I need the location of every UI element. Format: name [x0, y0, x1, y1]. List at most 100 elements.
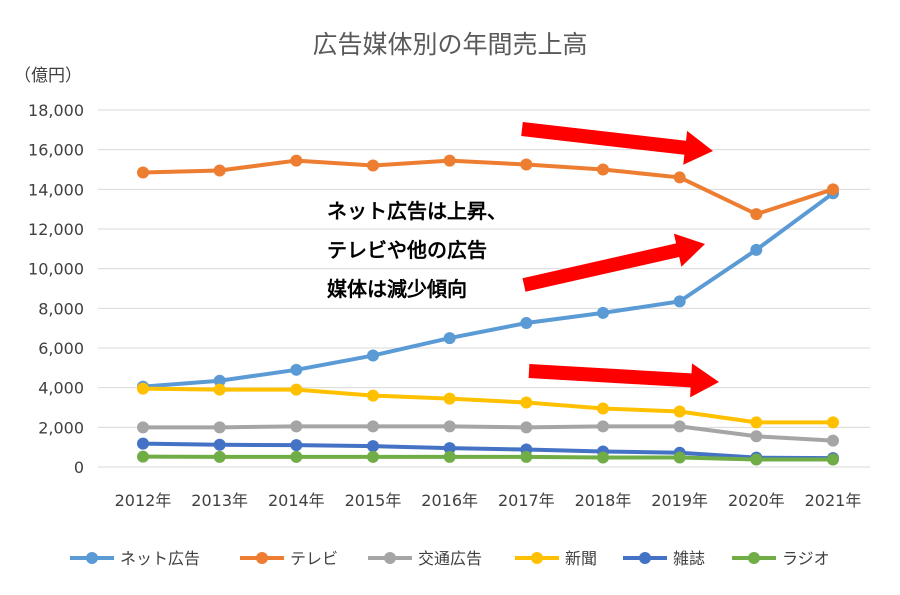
data-point — [597, 420, 609, 433]
data-point — [673, 295, 686, 308]
data-point — [520, 421, 533, 434]
x-tick-label: 2017年 — [498, 491, 555, 510]
legend-label: ラジオ — [782, 549, 830, 568]
series-line — [141, 424, 835, 443]
legend: ネット広告 テレビ 交通広告 新聞 雑誌 ラジオ — [70, 549, 830, 568]
data-point — [443, 450, 456, 463]
data-point — [290, 363, 303, 376]
data-point — [290, 154, 303, 167]
legend-marker — [748, 552, 760, 564]
legend-item: テレビ — [240, 549, 338, 568]
data-point — [137, 437, 149, 450]
x-tick-label: 2020年 — [728, 491, 785, 510]
data-point — [137, 166, 149, 179]
series-line — [141, 441, 835, 461]
legend-marker — [256, 552, 268, 564]
data-point — [597, 163, 609, 176]
data-point — [367, 420, 379, 433]
data-point — [213, 374, 226, 387]
annotation-line-1: ネット広告は上昇、 — [327, 199, 507, 223]
trend-arrows — [521, 122, 719, 398]
legend-label: ネット広告 — [120, 549, 200, 568]
annotation-text: ネット広告は上昇、 テレビや他の広告 媒体は減少傾向 — [327, 199, 507, 301]
x-tick-label: 2013年 — [191, 491, 248, 510]
data-point — [827, 453, 839, 466]
data-point — [827, 416, 839, 429]
data-point — [367, 389, 379, 402]
x-tick-label: 2012年 — [115, 491, 172, 510]
data-point — [673, 171, 686, 184]
series-line — [141, 454, 835, 462]
y-tick-label: 2,000 — [38, 418, 84, 437]
y-tick-label: 10,000 — [28, 260, 84, 279]
data-point — [213, 164, 226, 177]
data-point — [290, 450, 303, 463]
data-point — [673, 420, 686, 433]
data-point — [213, 421, 226, 434]
y-tick-label: 18,000 — [28, 101, 84, 120]
data-point — [520, 396, 533, 409]
y-tick-label: 16,000 — [28, 141, 84, 160]
data-point — [673, 405, 686, 418]
data-point — [213, 450, 226, 463]
data-point — [520, 158, 533, 171]
data-point — [750, 243, 763, 256]
x-tick-label: 2015年 — [345, 491, 402, 510]
trend-arrow — [522, 233, 705, 292]
data-point — [213, 438, 226, 451]
legend-label: 雑誌 — [673, 549, 705, 568]
x-tick-label: 2019年 — [651, 491, 708, 510]
data-point — [597, 451, 609, 464]
series-line — [141, 158, 835, 217]
series-line — [141, 191, 835, 389]
legend-item: 交通広告 — [368, 549, 482, 568]
annotation-line-3: 媒体は減少傾向 — [327, 277, 467, 301]
y-axis-unit-label: （億円） — [14, 66, 82, 86]
series-group — [137, 154, 839, 221]
y-tick-label: 0 — [74, 458, 84, 477]
data-point — [827, 183, 839, 196]
data-point — [137, 382, 149, 395]
legend-marker — [384, 552, 396, 564]
data-point — [443, 332, 456, 345]
data-point — [367, 440, 379, 453]
series-lines — [137, 154, 839, 466]
data-point — [290, 420, 303, 433]
data-point — [443, 392, 456, 405]
legend-item: ラジオ — [732, 549, 830, 568]
data-point — [750, 416, 763, 429]
data-point — [367, 349, 379, 362]
x-axis-ticks: 2012年 2013年 2014年 2015年 2016年 2017年 2018年 2019年… — [115, 491, 862, 510]
data-point — [290, 383, 303, 396]
legend-item: 新聞 — [515, 549, 597, 568]
data-point — [750, 453, 763, 466]
series-line — [141, 386, 835, 425]
legend-item: 雑誌 — [623, 549, 705, 568]
legend-marker — [531, 552, 543, 564]
x-tick-label: 2014年 — [268, 491, 325, 510]
y-tick-label: 6,000 — [38, 339, 84, 358]
annotation-line-2: テレビや他の広告 — [327, 238, 487, 262]
x-tick-label: 2021年 — [805, 491, 862, 510]
data-point — [367, 159, 379, 172]
data-point — [367, 450, 379, 463]
series-group — [137, 382, 839, 429]
data-point — [520, 317, 533, 330]
data-point — [750, 208, 763, 221]
legend-label: 交通広告 — [418, 549, 482, 568]
data-point — [750, 430, 763, 443]
legend-marker — [639, 552, 651, 564]
data-point — [520, 450, 533, 463]
legend-marker — [86, 552, 98, 564]
x-tick-label: 2016年 — [421, 491, 478, 510]
data-point — [597, 402, 609, 415]
legend-label: テレビ — [290, 549, 338, 568]
legend-label: 新聞 — [565, 549, 597, 568]
chart-title: 広告媒体別の年間売上高 — [312, 30, 587, 59]
data-point — [137, 421, 149, 434]
series-group — [137, 450, 839, 466]
series-group — [137, 420, 839, 447]
data-point — [213, 383, 226, 396]
y-tick-label: 8,000 — [38, 299, 84, 318]
x-tick-label: 2018年 — [575, 491, 632, 510]
